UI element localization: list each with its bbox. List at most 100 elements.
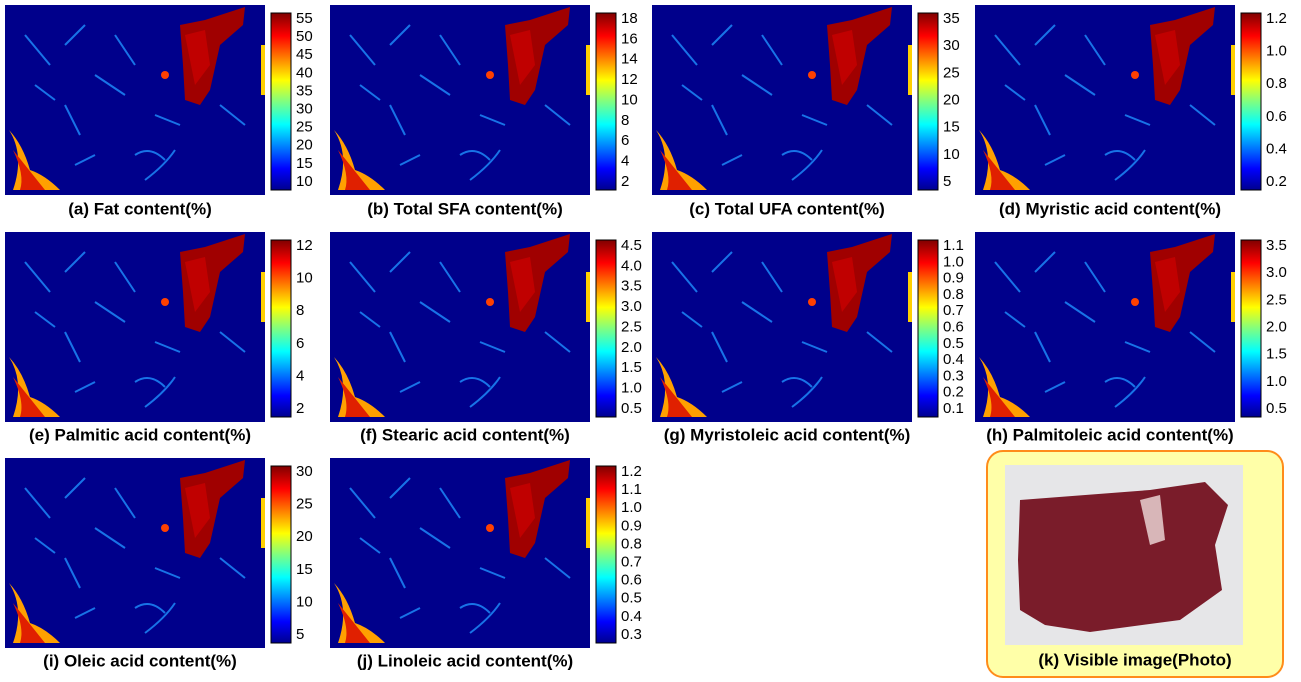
colorbar-tick: 0.6 [943,318,964,335]
colorbar-tick: 10 [296,173,313,190]
colorbar-tick: 25 [296,496,313,513]
colorbar-tick: 1.0 [621,380,642,397]
colorbar-tick: 4 [296,367,304,384]
colorbar-tick: 1.0 [1266,373,1287,390]
colorbar-tick: 30 [296,463,313,480]
caption: (j) Linoleic acid content(%) [357,651,573,670]
colorbar-tick: 15 [943,119,960,136]
heatmap [975,5,1235,195]
heatmap [652,232,912,422]
colorbar-tick: 0.7 [621,554,642,571]
heatmap [975,232,1235,422]
heatmap [5,5,265,195]
heatmap [5,232,265,422]
caption: (f) Stearic acid content(%) [360,425,570,444]
colorbar-tick: 0.8 [1266,75,1287,92]
colorbar-tick: 2.0 [1266,318,1287,335]
colorbar-tick: 6 [621,132,629,149]
colorbar-tick: 20 [296,528,313,545]
colorbar-tick: 1.0 [943,253,964,270]
colorbar-tick: 45 [296,46,313,63]
caption: (d) Myristic acid content(%) [999,199,1221,218]
colorbar-tick: 8 [621,112,629,129]
colorbar-tick: 3.0 [1266,264,1287,281]
colorbar-tick: 35 [296,82,313,99]
colorbar-tick: 2.5 [1266,291,1287,308]
colorbar-tick: 1.1 [943,237,964,254]
colorbar-tick: 0.6 [1266,108,1287,125]
caption: (b) Total SFA content(%) [367,199,562,218]
colorbar-tick: 1.0 [621,499,642,516]
colorbar-tick: 14 [621,51,638,68]
colorbar-tick: 15 [296,561,313,578]
colorbar-tick: 0.5 [943,335,964,352]
colorbar-tick: 0.5 [621,590,642,607]
colorbar-tick: 0.9 [943,270,964,287]
colorbar-tick: 10 [296,270,313,287]
colorbar-tick: 0.9 [621,517,642,534]
caption: (a) Fat content(%) [68,199,212,218]
colorbar-tick: 0.5 [1266,400,1287,417]
colorbar-tick: 3.5 [1266,237,1287,254]
colorbar-tick: 2.0 [621,339,642,356]
colorbar-tick: 2 [621,173,629,190]
colorbar-tick: 1.1 [621,481,642,498]
colorbar-tick: 10 [296,593,313,610]
colorbar-tick: 10 [943,146,960,163]
colorbar-tick: 35 [943,10,960,27]
colorbar-tick: 20 [296,137,313,154]
colorbar-tick: 1.5 [1266,346,1287,363]
colorbar-tick: 25 [296,119,313,136]
colorbar-tick: 2.5 [621,318,642,335]
heatmap [330,458,590,648]
colorbar-tick: 55 [296,10,313,27]
colorbar [1241,240,1261,417]
colorbar-tick: 0.3 [621,626,642,643]
colorbar-tick: 5 [943,173,951,190]
heatmap [652,5,912,195]
colorbar-tick: 0.6 [621,572,642,589]
colorbar-tick: 1.2 [1266,10,1287,27]
colorbar-tick: 40 [296,64,313,81]
colorbar-tick: 0.4 [1266,140,1287,157]
colorbar-tick: 20 [943,91,960,108]
colorbar-tick: 8 [296,302,304,319]
colorbar-tick: 0.8 [621,535,642,552]
colorbar-tick: 0.1 [943,400,964,417]
colorbar-tick: 0.7 [943,302,964,319]
colorbar [918,13,938,190]
caption: (g) Myristoleic acid content(%) [664,425,911,444]
caption: (e) Palmitic acid content(%) [29,425,251,444]
colorbar-tick: 4.5 [621,237,642,254]
colorbar-tick: 0.4 [943,351,964,368]
colorbar-tick: 4.0 [621,257,642,274]
colorbar-tick: 1.2 [621,463,642,480]
colorbar-tick: 0.2 [943,384,964,401]
colorbar-tick: 4 [621,153,629,170]
caption: (h) Palmitoleic acid content(%) [986,425,1233,444]
colorbar-tick: 12 [296,237,313,254]
heatmap [330,5,590,195]
caption: (c) Total UFA content(%) [689,199,884,218]
colorbar [271,466,291,643]
colorbar-tick: 16 [621,30,638,47]
colorbar-tick: 2 [296,400,304,417]
colorbar [918,240,938,417]
colorbar [271,13,291,190]
colorbar-tick: 50 [296,28,313,45]
colorbar-tick: 30 [943,37,960,54]
colorbar-tick: 0.5 [621,400,642,417]
colorbar-tick: 3.0 [621,298,642,315]
colorbar [596,13,616,190]
colorbar-tick: 25 [943,64,960,81]
colorbar-tick: 15 [296,155,313,172]
colorbar-tick: 30 [296,101,313,118]
colorbar-tick: 18 [621,10,638,27]
photo-caption: (k) Visible image(Photo) [1038,650,1231,669]
heatmap [330,232,590,422]
caption: (i) Oleic acid content(%) [43,651,237,670]
colorbar-tick: 12 [621,71,638,88]
colorbar-tick: 0.4 [621,608,642,625]
colorbar [271,240,291,417]
colorbar-tick: 3.5 [621,278,642,295]
